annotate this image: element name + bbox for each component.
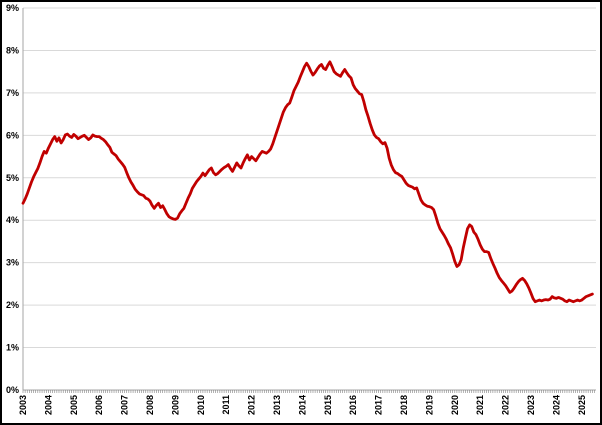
x-tick-label: 2010 [196,395,206,415]
x-axis-labels: 2003 2004 2005 2006 2007 2008 2009 2010 2011 2012… [18,395,587,415]
x-tick-label: 2018 [399,395,409,415]
y-tick-label: 6% [6,130,19,140]
y-tick-label: 8% [6,45,19,55]
x-tick-label: 2024 [551,395,561,415]
x-tick-label: 2017 [374,395,384,415]
y-tick-label: 4% [6,215,19,225]
x-tick-label: 2019 [424,395,434,415]
x-tick-label: 2011 [221,395,231,415]
x-tick-label: 2003 [18,395,28,415]
series-group [21,60,594,304]
x-tick-label: 2015 [323,395,333,415]
x-tick-label: 2016 [348,395,358,415]
x-tick-label: 2004 [43,395,53,415]
y-tick-label: 3% [6,258,19,268]
x-tick-label: 2013 [272,395,282,415]
gridlines [23,7,596,349]
x-tick-label: 2005 [69,395,79,415]
y-tick-label: 5% [6,173,19,183]
y-tick-label: 0% [6,385,19,395]
x-tick-label: 2008 [145,395,155,415]
y-tick-label: 1% [6,343,19,353]
x-tick-label: 2022 [501,395,511,415]
x-tick-label: 2007 [120,395,130,415]
y-tick-label: 2% [6,300,19,310]
y-tick-label: 9% [6,3,19,13]
x-tick-label: 2012 [247,395,257,415]
x-tick-label: 2006 [94,395,104,415]
x-axis-minor-ticks [22,390,595,393]
x-tick-label: 2014 [297,395,307,415]
x-tick-label: 2023 [526,395,536,415]
x-tick-label: 2021 [475,395,485,415]
y-tick-label: 7% [6,88,19,98]
x-tick-label: 2009 [170,395,180,415]
x-tick-label: 2025 [577,395,587,415]
x-tick-label: 2020 [450,395,460,415]
series-line [21,60,594,304]
y-axis-labels: 0% 1% 2% 3% 4% 5% 6% 7% 8% 9% [6,3,19,395]
